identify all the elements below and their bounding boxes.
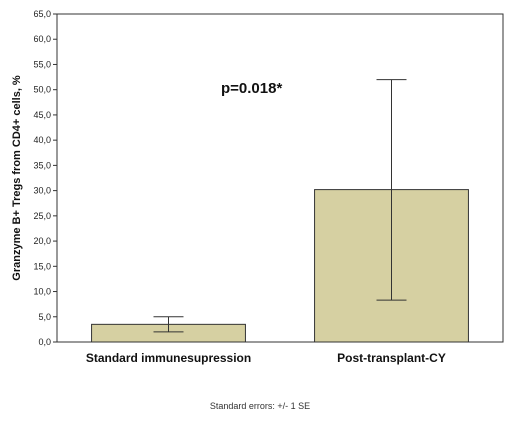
y-tick-label: 30,0 <box>33 186 51 196</box>
y-tick-label: 0,0 <box>38 337 51 347</box>
y-tick-label: 10,0 <box>33 287 51 297</box>
category-label: Standard immunesupression <box>86 351 251 365</box>
y-tick-label: 35,0 <box>33 160 51 170</box>
y-tick-label: 40,0 <box>33 135 51 145</box>
y-tick-label: 55,0 <box>33 59 51 69</box>
y-tick-label: 20,0 <box>33 236 51 246</box>
y-tick-label: 50,0 <box>33 85 51 95</box>
footnote: Standard errors: +/- 1 SE <box>210 401 310 411</box>
y-tick-label: 25,0 <box>33 211 51 221</box>
y-tick-label: 15,0 <box>33 261 51 271</box>
error-bars-group <box>153 79 407 333</box>
y-axis-label: Granzyme B+ Tregs from CD4+ cells, % <box>11 75 23 281</box>
y-axis-ticks: 0,0 5,0 10,0 15,0 20,0 25,0 30,0 35,0 40,0 45,0 50… <box>33 9 57 347</box>
category-label: Post-transplant-CY <box>337 351 446 365</box>
x-axis-labels: Standard immunesupression Post-transplant… <box>86 351 446 365</box>
y-tick-label: 5,0 <box>38 312 51 322</box>
p-value-annotation: p=0.018* <box>221 80 282 97</box>
y-tick-label: 60,0 <box>33 34 51 44</box>
y-tick-label: 65,0 <box>33 9 51 19</box>
y-tick-label: 45,0 <box>33 110 51 120</box>
